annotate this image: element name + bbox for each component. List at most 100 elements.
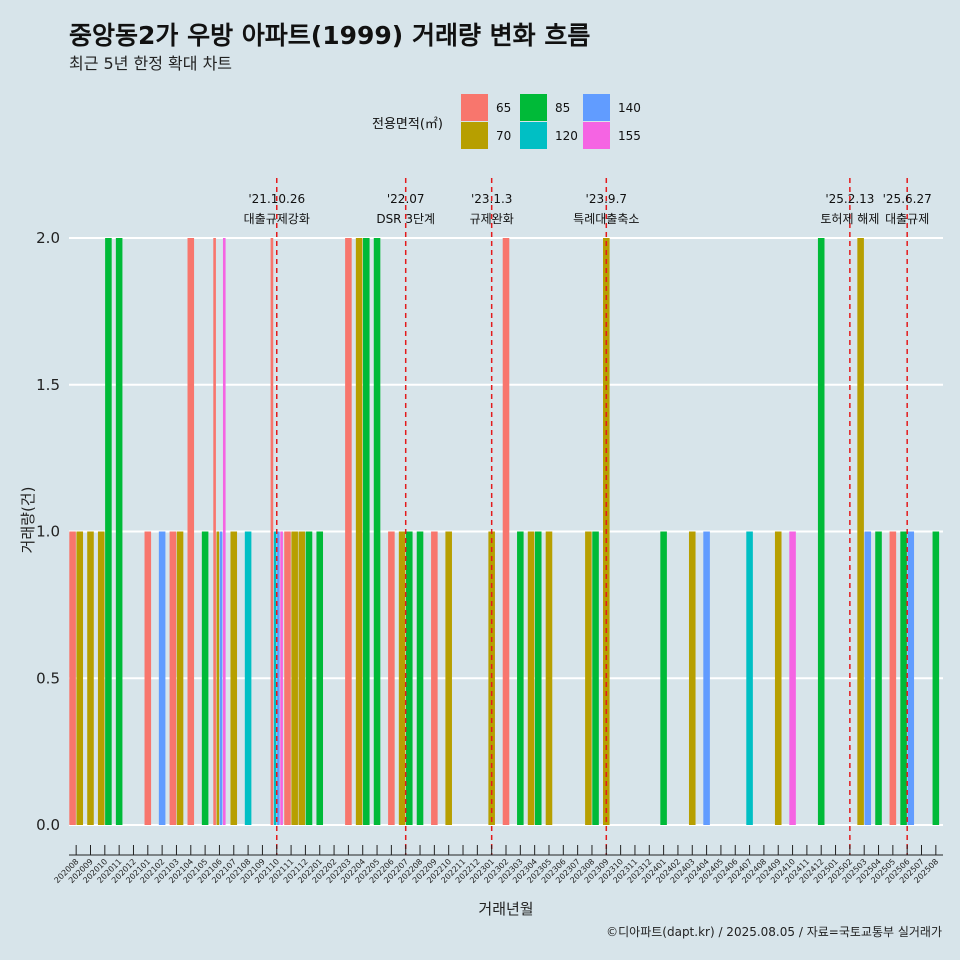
bar-202112-70 — [298, 531, 306, 825]
bar-202503-140 — [864, 531, 872, 825]
bars — [69, 238, 940, 825]
y-tick-label: 0.5 — [36, 669, 60, 687]
chart-subtitle: 최근 5년 한정 확대 차트 — [69, 54, 232, 73]
event-date: '21.10.26 — [248, 192, 305, 206]
bar-202304-70 — [527, 531, 535, 825]
y-tick-label: 1.0 — [36, 523, 60, 541]
legend-swatch-140 — [583, 94, 610, 121]
bar-202208-85 — [416, 531, 424, 825]
bar-202204-85 — [363, 238, 370, 825]
bar-202412-85 — [817, 238, 825, 825]
bar-202205-85 — [373, 238, 381, 825]
bar-202207-85 — [406, 531, 413, 825]
event-label: 토허제 해제 — [820, 212, 879, 226]
bar-202110-155 — [280, 531, 283, 825]
y-tick-label: 1.5 — [36, 376, 60, 394]
y-axis-label: 거래량(건) — [19, 487, 37, 554]
bar-202503-70 — [857, 238, 864, 825]
bar-202103-65 — [169, 531, 177, 825]
x-axis: 2020082020092020102020112020122021012021… — [53, 845, 943, 885]
event-date: '23.9.7 — [586, 192, 627, 206]
legend-swatch-85 — [520, 94, 547, 121]
bar-202110-140 — [277, 531, 280, 825]
bar-202101-65 — [144, 531, 152, 825]
bar-202105-85 — [201, 531, 209, 825]
caption: ©디아파트(dapt.kr) / 2025.08.05 / 자료=국토교통부 실… — [606, 925, 942, 939]
bar-202204-70 — [355, 238, 363, 825]
bar-202112-85 — [305, 531, 313, 825]
bar-202011-85 — [115, 238, 123, 825]
bar-202106-70 — [216, 531, 220, 825]
bar-202508-85 — [932, 531, 940, 825]
bar-202008-65 — [69, 531, 76, 825]
bar-202110-120 — [273, 531, 277, 825]
event-markers: '21.10.26 대출규제강화 '22.07 DSR 3단계 '23.1.3 규제완화 '… — [244, 178, 932, 855]
bar-202302-65 — [502, 238, 510, 825]
bar-202106-155 — [222, 238, 226, 825]
bar-202506-85 — [900, 531, 907, 825]
bar-202110-65 — [270, 238, 274, 825]
event-label: 특례대출축소 — [573, 212, 639, 226]
legend-label-70: 70 — [496, 129, 511, 143]
legend-swatch-120 — [520, 122, 547, 149]
x-axis-label: 거래년월 — [478, 900, 533, 918]
legend: 전용면적(㎡) 65 70 85 120 140 155 — [372, 94, 641, 149]
legend-label-155: 155 — [618, 129, 641, 143]
y-axis: 0.0 0.5 1.0 1.5 2.0 — [36, 229, 60, 834]
event-date: '25.2.13 — [825, 192, 874, 206]
bar-202301-70 — [488, 531, 495, 825]
event-label: DSR 3단계 — [376, 212, 435, 226]
bar-202111-70 — [291, 531, 298, 825]
bar-202104-65 — [187, 238, 195, 825]
bar-202401-85 — [660, 531, 667, 825]
bar-202304-85 — [534, 531, 542, 825]
legend-label-85: 85 — [555, 101, 570, 115]
event-date: '23.1.3 — [471, 192, 512, 206]
bar-202407-120 — [746, 531, 753, 825]
bar-202506-140 — [907, 531, 915, 825]
bar-202106-140 — [219, 531, 223, 825]
bar-202404-140 — [703, 531, 710, 825]
bar-202410-155 — [789, 531, 796, 825]
bar-202009-70 — [87, 531, 94, 825]
event-label: 규제완화 — [470, 212, 514, 226]
bar-202106-65 — [213, 238, 216, 825]
legend-swatch-65 — [461, 94, 488, 121]
event-label: 대출규제 — [885, 212, 929, 226]
bar-202111-65 — [284, 531, 291, 825]
bar-202203-65 — [345, 238, 352, 825]
bar-202207-70 — [398, 531, 406, 825]
bar-202303-85 — [517, 531, 524, 825]
bar-202305-70 — [545, 531, 553, 825]
event-label: 대출규제강화 — [244, 212, 310, 226]
bar-202308-70 — [585, 531, 592, 825]
event-date: '22.07 — [387, 192, 425, 206]
y-tick-label: 0.0 — [36, 816, 60, 834]
bar-202504-85 — [875, 531, 882, 825]
bar-202008-70 — [76, 531, 84, 825]
bar-202505-65 — [889, 531, 897, 825]
legend-swatch-70 — [461, 122, 488, 149]
legend-title: 전용면적(㎡) — [372, 117, 443, 132]
legend-label-65: 65 — [496, 101, 511, 115]
bar-202107-70 — [230, 531, 238, 825]
bar-202102-140 — [158, 531, 166, 825]
bar-202010-85 — [105, 238, 112, 825]
bar-202409-70 — [774, 531, 782, 825]
bar-202209-65 — [431, 531, 438, 825]
legend-label-120: 120 — [555, 129, 578, 143]
bar-202010-70 — [97, 531, 105, 825]
bar-202103-70 — [176, 531, 184, 825]
bar-202308-85 — [592, 531, 599, 825]
event-date: '25.6.27 — [883, 192, 932, 206]
bar-202403-70 — [688, 531, 696, 825]
y-tick-label: 2.0 — [36, 229, 60, 247]
legend-swatch-155 — [583, 122, 610, 149]
legend-label-140: 140 — [618, 101, 641, 115]
bar-202210-70 — [445, 531, 452, 825]
bar-202108-120 — [244, 531, 252, 825]
bar-202201-85 — [316, 531, 324, 825]
bar-202206-65 — [388, 531, 395, 825]
chart-title: 중앙동2가 우방 아파트(1999) 거래량 변화 흐름 — [69, 21, 590, 50]
